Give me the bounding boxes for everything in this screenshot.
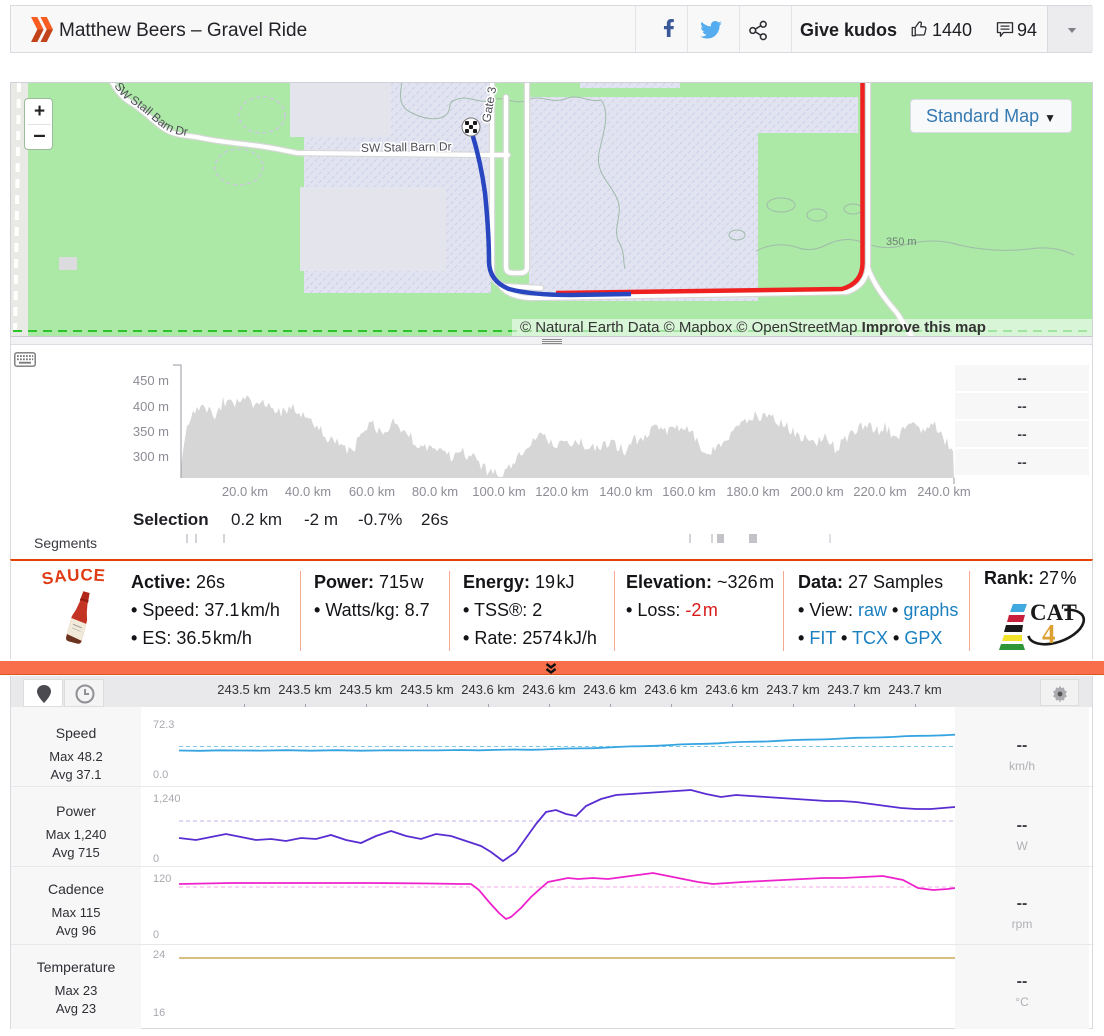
svg-text:SW Stall Barn Dr: SW Stall Barn Dr — [112, 83, 189, 139]
svg-text:350 m: 350 m — [886, 236, 917, 248]
svg-text:CAT: CAT — [1030, 600, 1077, 625]
svg-text:SW Stall Barn Dr: SW Stall Barn Dr — [361, 139, 452, 155]
svg-text:4: 4 — [1042, 619, 1056, 649]
svg-text:SAUCE: SAUCE — [40, 569, 106, 589]
